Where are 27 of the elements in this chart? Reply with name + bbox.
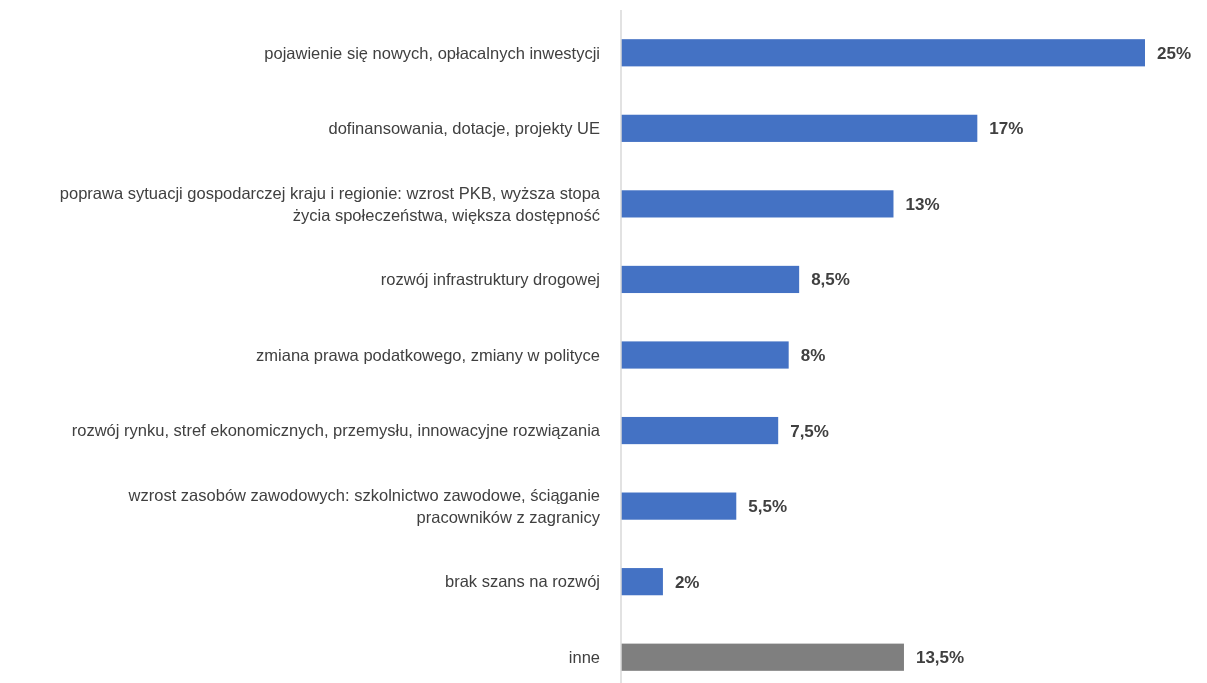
y-tick-label: poprawa sytuacji gospodarczej kraju i regionie: wzrost PKB, wyższa stopa życia społeczeństwa, większa dostępność (59, 183, 601, 224)
y-tick-label: inne (568, 648, 600, 666)
y-tick-label: zmiana prawa podatkowego, zmiany w polityce (256, 345, 600, 364)
data-label: 8% (800, 345, 826, 365)
y-tick-label: rozwój infrastruktury drogowej (380, 270, 600, 289)
y-tick-label: rozwój rynku, stref ekonomicznych, przemysłu, innowacyjne rozwiązania (71, 421, 601, 440)
data-label: 2% (674, 572, 700, 592)
bar (621, 114, 978, 142)
bar (621, 416, 779, 445)
y-tick-label: wzrost zasobów zawodowych: szkolnictwo zawodowe, ściąganie pracowników z zagranicy (127, 485, 601, 526)
data-label: 17% (989, 119, 1024, 139)
data-label: 13,5% (915, 648, 965, 668)
data-label: 8,5% (811, 270, 850, 290)
y-tick-label: dofinansowania, dotacje, projekty UE (328, 119, 600, 138)
bar (621, 39, 1145, 67)
y-tick-label: brak szans na rozwój (445, 572, 600, 591)
y-tick-label: pojawienie się nowych, opłacalnych inwestycji (264, 43, 600, 62)
bar (621, 568, 663, 596)
bar (621, 492, 737, 520)
bar (621, 265, 800, 294)
bar (621, 190, 894, 218)
bar (621, 643, 904, 671)
bar (621, 341, 789, 369)
data-label: 25% (1157, 43, 1192, 63)
data-label: 13% (905, 194, 940, 214)
data-label: 7,5% (790, 421, 829, 441)
data-label: 5,5% (748, 497, 788, 517)
